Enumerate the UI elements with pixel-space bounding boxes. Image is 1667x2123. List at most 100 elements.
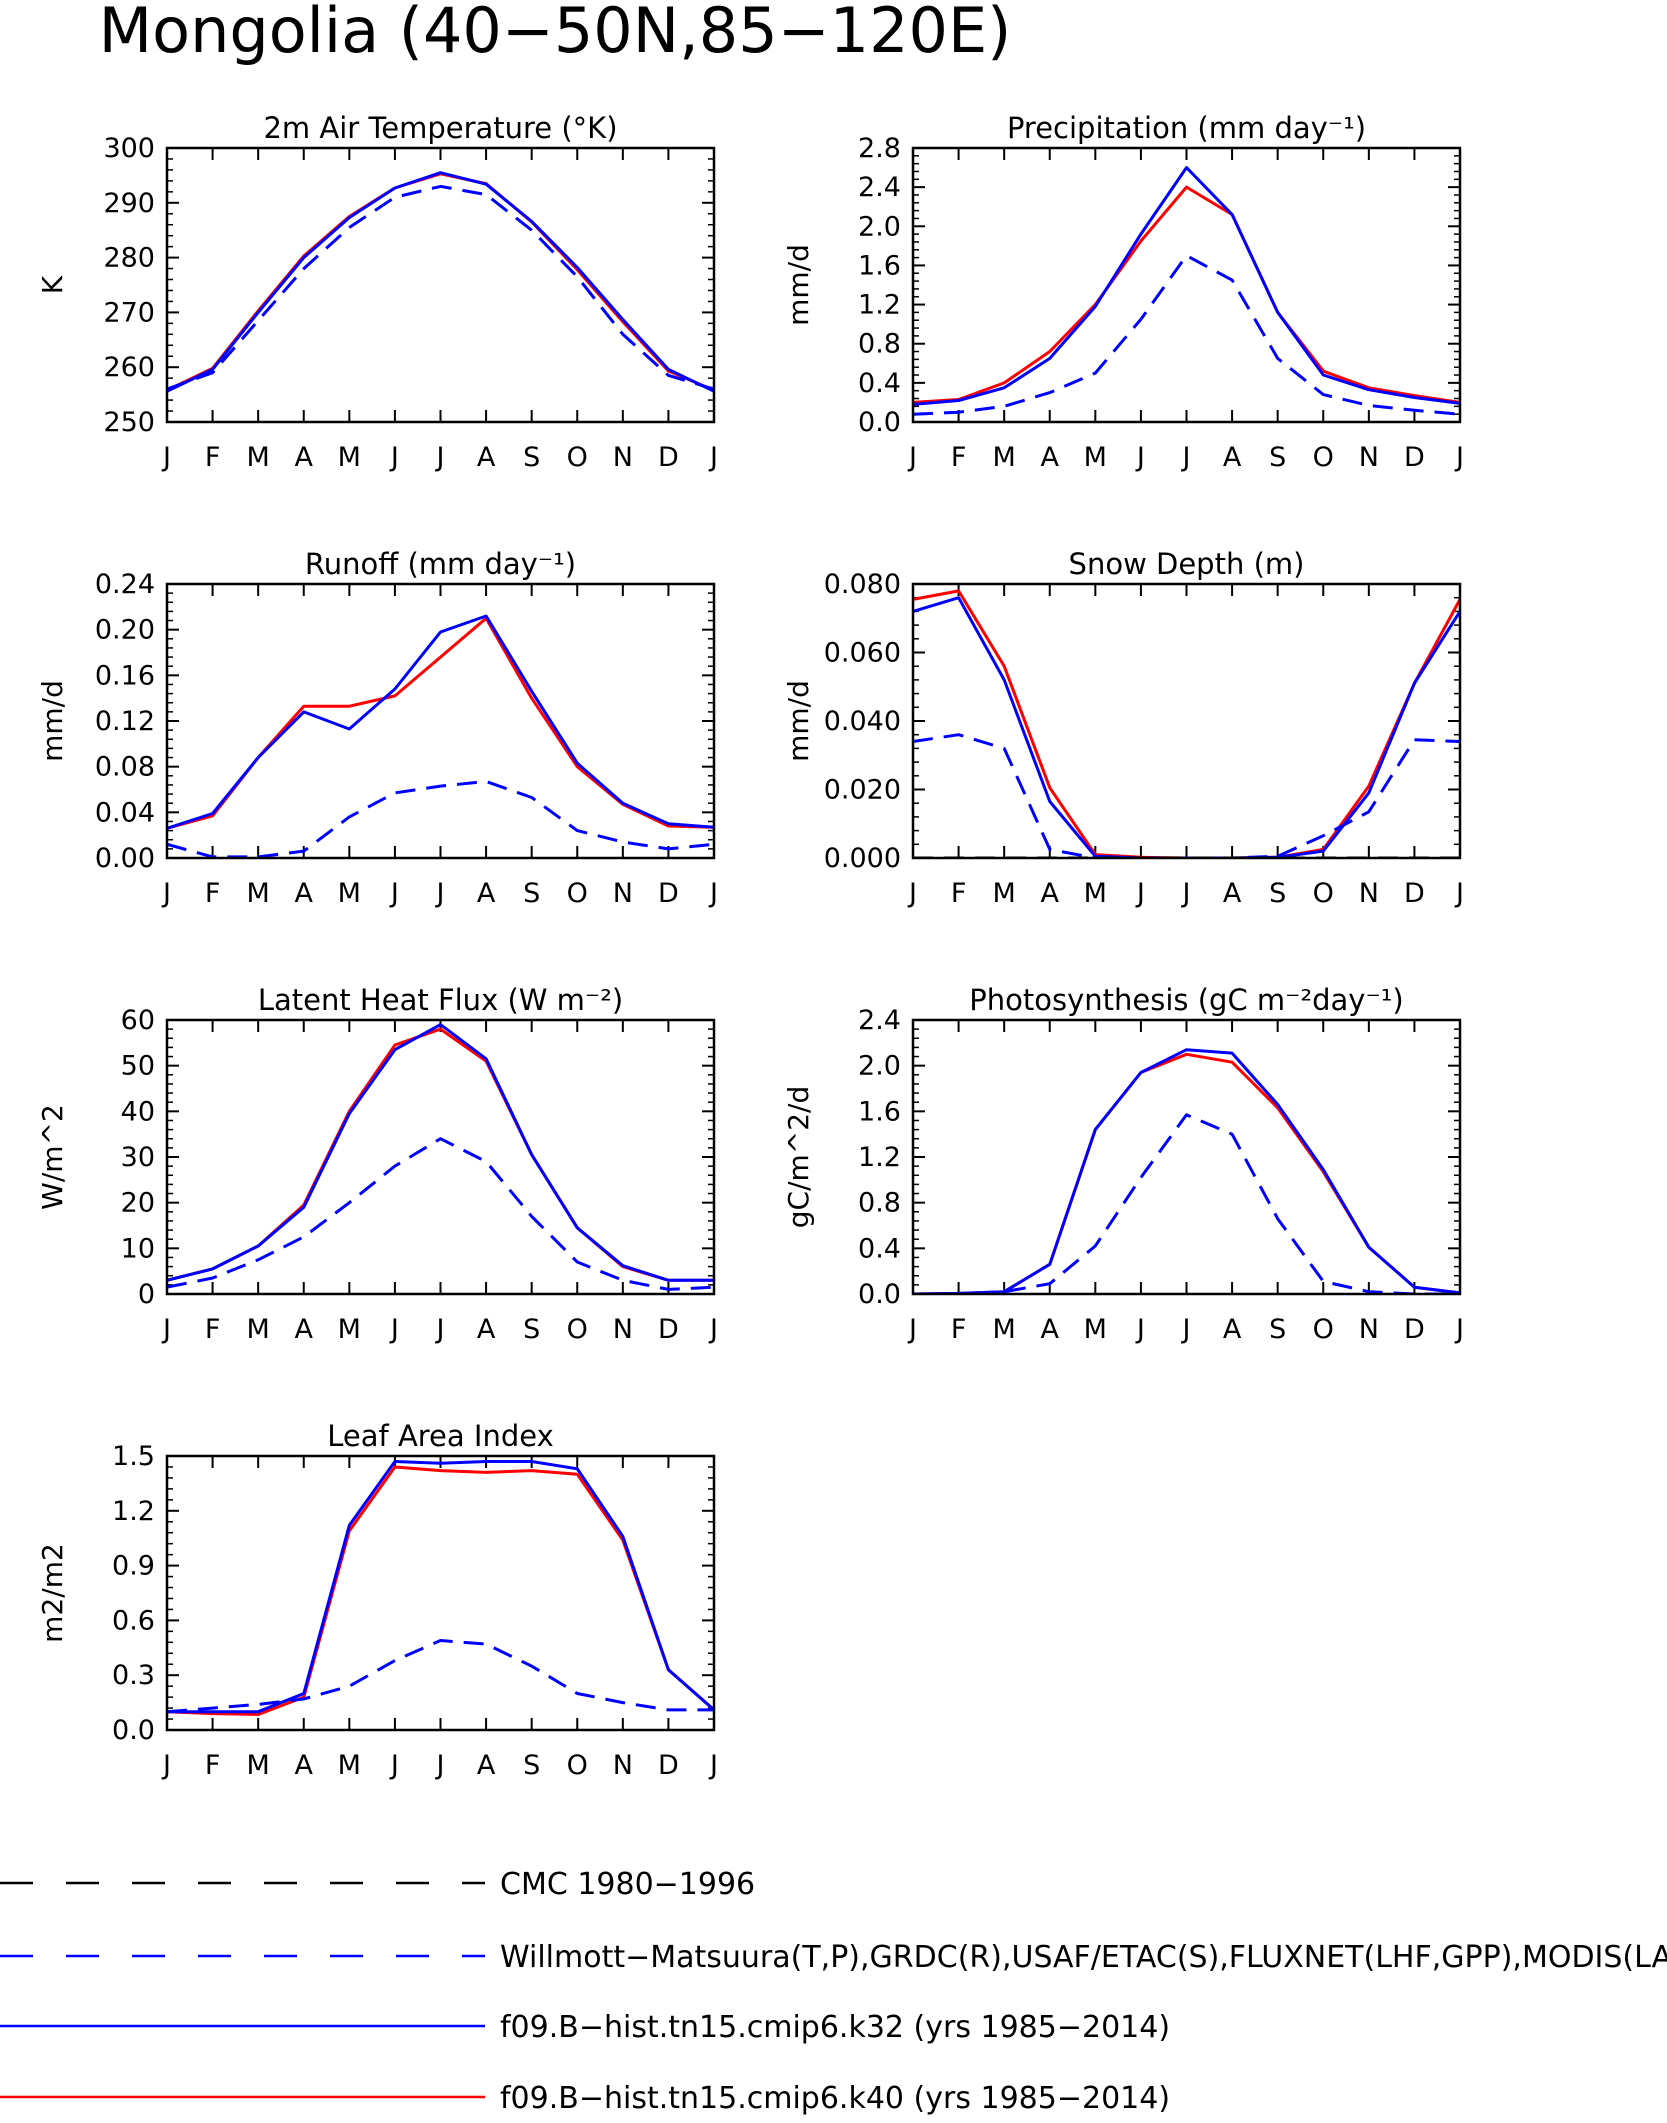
panel-3-frame (165, 582, 716, 860)
panel-5-xtick-label: J (161, 1314, 171, 1345)
panel-6-series-f09-b-hist-tn15-cmip6-k3 (913, 1048, 1460, 1294)
panel-1-xtick-label: J (708, 442, 718, 473)
panel-3-xtick-label: S (523, 878, 540, 909)
panel-1-frame (165, 146, 716, 424)
panel-1-xtick-label: A (295, 442, 314, 473)
panel-3-ytick-label: 0.16 (95, 660, 155, 691)
panel-2-ytick-label: 1.6 (858, 250, 901, 281)
panel-2-series-f09-b-hist-tn15-cmip6-k3 (913, 166, 1460, 406)
panel-3-ytick-label: 0.00 (95, 843, 155, 874)
panel-1-ytick-label: 250 (103, 407, 155, 438)
legend-label-3: f09.B−hist.tn15.cmip6.k32 (yrs 1985−2014… (500, 2010, 1170, 2045)
panel-4-xtick-label: A (1223, 878, 1242, 909)
panel-4-series-f09-b-hist-tn15-cmip6-k3 (913, 596, 1460, 858)
panel-3-xtick-label: J (435, 878, 445, 909)
panel-2-xtick-label: J (1181, 442, 1191, 473)
panel-6-xtick-label: S (1269, 1314, 1286, 1345)
panel-2-xtick-label: J (1135, 442, 1145, 473)
panel-2-xtick-label: S (1269, 442, 1286, 473)
panel-1-ytick-label: 280 (103, 243, 155, 274)
panel-7-xtick-label: N (613, 1750, 633, 1781)
panel-4-xtick-label: J (907, 878, 917, 909)
panel-2-title: Precipitation (mm day⁻¹) (1007, 111, 1366, 145)
panel-1-series-willmott-matsuura-t-p-gr (167, 184, 714, 391)
panel-4-ytick-label: 0.080 (824, 569, 901, 600)
legend-label-2: Willmott−Matsuura(T,P),GRDC(R),USAF/ETAC… (500, 1940, 1667, 1975)
panel-3-xtick-label: A (295, 878, 314, 909)
panel-5-xtick-label: O (567, 1314, 588, 1345)
panel-7-xtick-label: S (523, 1750, 540, 1781)
panel-1-xtick-label: O (567, 442, 588, 473)
panel-3-xtick-label: M (247, 878, 270, 909)
legend: CMC 1980−1996 Willmott−Matsuura(T,P),GRDC… (0, 1867, 1667, 2116)
panel-4-xtick-label: J (1454, 878, 1464, 909)
panel-1-series-f09-b-hist-tn15-cmip6-k4 (167, 172, 714, 392)
panel-2-ytick-label: 2.4 (858, 172, 901, 203)
panel-3-ytick-label: 0.12 (95, 706, 155, 737)
panel-3-xtick-label: J (708, 878, 718, 909)
panel-4-frame (911, 582, 1462, 860)
panel-1-ytick-label: 270 (103, 297, 155, 328)
panel-1-xtick-label: D (658, 442, 679, 473)
panel-2-ytick-label: 0.4 (858, 368, 901, 399)
panel-4-xtick-label: A (1041, 878, 1060, 909)
panel-7-xtick-label: O (567, 1750, 588, 1781)
panel-1-ytick-label: 290 (103, 188, 155, 219)
panel-1-xtick-label: M (247, 442, 270, 473)
panel-2-xtick-label: J (907, 442, 917, 473)
panel-7-ylabel: m2/m2 (36, 1543, 69, 1643)
panel-1-xtick-label: J (389, 442, 399, 473)
panel-6-xtick-label: A (1041, 1314, 1060, 1345)
panel-2: Precipitation (mm day⁻¹) mm/d 0.0 0.4 0.8 1.2… (782, 111, 1464, 473)
panel-5-ytick-label: 20 (121, 1188, 155, 1219)
panel-5-series-willmott-matsuura-t-p-gr (167, 1137, 714, 1291)
panel-3-xtick-label: D (658, 878, 679, 909)
panel-4-ytick-label: 0.040 (824, 706, 901, 737)
panel-2-xtick-label: F (951, 442, 967, 473)
panel-5-xtick-label: D (658, 1314, 679, 1345)
panel-5-ytick-label: 30 (121, 1142, 155, 1173)
panel-4-series-f09-b-hist-tn15-cmip6-k4 (913, 589, 1460, 858)
panel-3-ytick-label: 0.04 (95, 797, 155, 828)
panel-4-series-willmott-matsuura-t-p-gr (913, 733, 1460, 858)
panel-6-series-f09-b-hist-tn15-cmip6-k4 (913, 1052, 1460, 1294)
panel-2-ytick-label: 2.8 (858, 133, 901, 164)
panel-6-xtick-label: O (1313, 1314, 1334, 1345)
legend-label-4: f09.B−hist.tn15.cmip6.k40 (yrs 1985−2014… (500, 2081, 1170, 2116)
panel-5-frame (165, 1018, 716, 1296)
panel-3-ytick-label: 0.08 (95, 752, 155, 783)
panel-2-xtick-label: J (1454, 442, 1464, 473)
panel-1-title: 2m Air Temperature (°K) (263, 111, 617, 145)
panel-4-xtick-label: M (1084, 878, 1107, 909)
panel-2-xtick-label: M (993, 442, 1016, 473)
panel-1-ylabel: K (36, 275, 69, 294)
panel-4-ytick-label: 0.000 (824, 843, 901, 874)
panel-7-ytick-label: 0.0 (112, 1715, 155, 1746)
panel-1-xtick-label: J (435, 442, 445, 473)
panel-3-ylabel: mm/d (36, 680, 69, 762)
panel-7-title: Leaf Area Index (327, 1419, 553, 1453)
panel-7-series-f09-b-hist-tn15-cmip6-k3 (167, 1460, 714, 1714)
panel-7-ytick-label: 1.2 (112, 1496, 155, 1527)
panel-1-series-f09-b-hist-tn15-cmip6-k3 (167, 171, 714, 393)
panel-5-series-f09-b-hist-tn15-cmip6-k3 (167, 1023, 714, 1282)
panel-3-xtick-label: J (161, 878, 171, 909)
panel-3-xtick-label: M (338, 878, 361, 909)
panel-7-xtick-label: M (247, 1750, 270, 1781)
panel-4-title: Snow Depth (m) (1069, 547, 1305, 581)
panel-7-xtick-label: J (161, 1750, 171, 1781)
panel-4-xtick-label: J (1181, 878, 1191, 909)
panel-5-ytick-label: 60 (121, 1005, 155, 1036)
panel-7-ytick-label: 0.3 (112, 1660, 155, 1691)
panel-1-ytick-label: 300 (103, 133, 155, 164)
panel-5-xtick-label: M (247, 1314, 270, 1345)
panel-2-ytick-label: 2.0 (858, 211, 901, 242)
panel-5-xtick-label: A (477, 1314, 496, 1345)
panel-6-ytick-label: 2.0 (858, 1051, 901, 1082)
panel-4-xtick-label: D (1404, 878, 1425, 909)
panel-4-xtick-label: S (1269, 878, 1286, 909)
panel-7-xtick-label: A (295, 1750, 314, 1781)
panel-7-ytick-label: 0.6 (112, 1605, 155, 1636)
panel-7-ytick-label: 0.9 (112, 1551, 155, 1582)
panel-5-xtick-label: N (613, 1314, 633, 1345)
